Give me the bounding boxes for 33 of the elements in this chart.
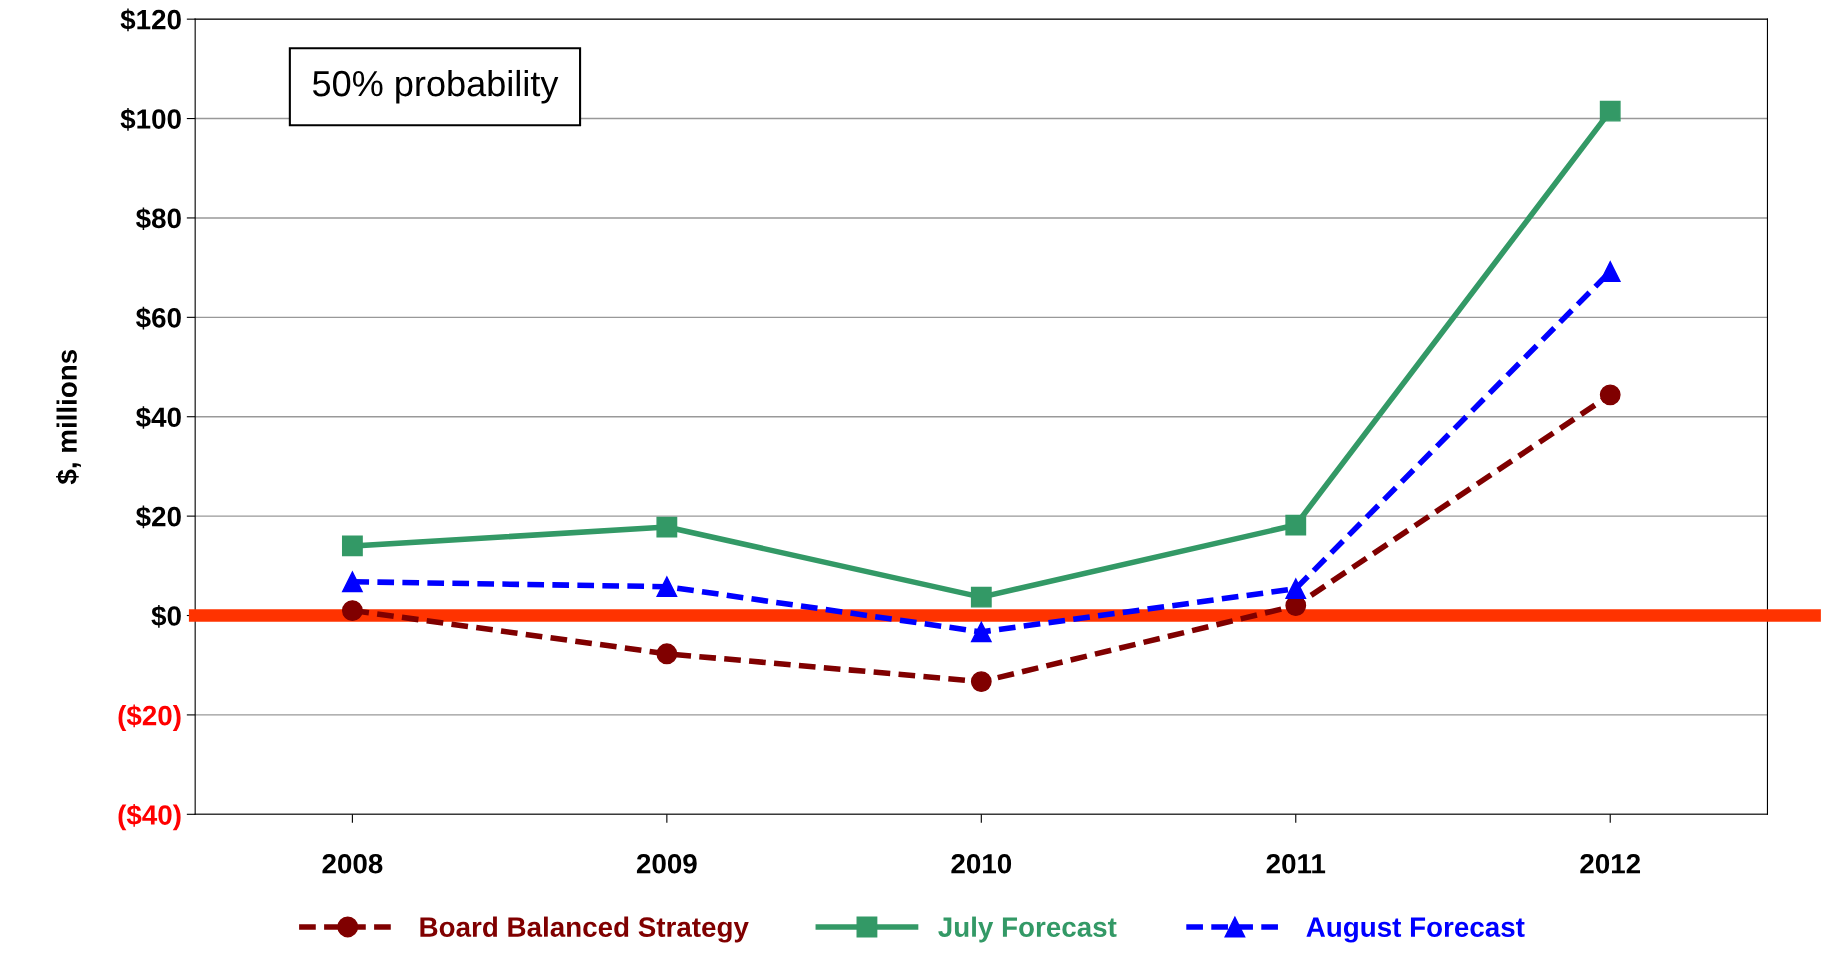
legend-label: Board Balanced Strategy [420,916,749,943]
point [1599,384,1621,406]
y-tick-label: $120 [120,8,181,32]
point [341,600,363,621]
point [656,576,678,598]
legend-label: July Forecast [938,916,1117,943]
y-tick-label: $20 [136,505,181,529]
x-tick-label: 2012 [1580,853,1641,874]
y-tick-label: ($40) [118,803,181,831]
y-axis-title: $, millions [56,349,81,485]
x-tick-label: 2009 [636,853,697,874]
point [341,535,363,557]
point [970,586,992,608]
y-tick-label: $80 [136,207,181,231]
point [970,671,992,693]
annotation: 50% probability [312,69,559,104]
y-tick-label: $0 [151,604,181,628]
point [1599,100,1621,122]
y-tick-label: ($20) [118,704,181,731]
x-tick-label: 2011 [1266,853,1326,874]
point [1285,578,1307,600]
point [1285,514,1307,536]
y-tick-label: $100 [120,108,181,131]
point [341,571,363,593]
point [1599,261,1621,283]
point [656,643,678,665]
point [970,621,992,643]
legend-label: August Forecast [1306,917,1525,943]
point [656,516,678,538]
x-tick-label: 2008 [322,853,383,874]
x-tick-label: 2010 [951,853,1012,874]
y-tick-label: $60 [136,306,181,330]
y-tick-label: $40 [136,406,181,429]
